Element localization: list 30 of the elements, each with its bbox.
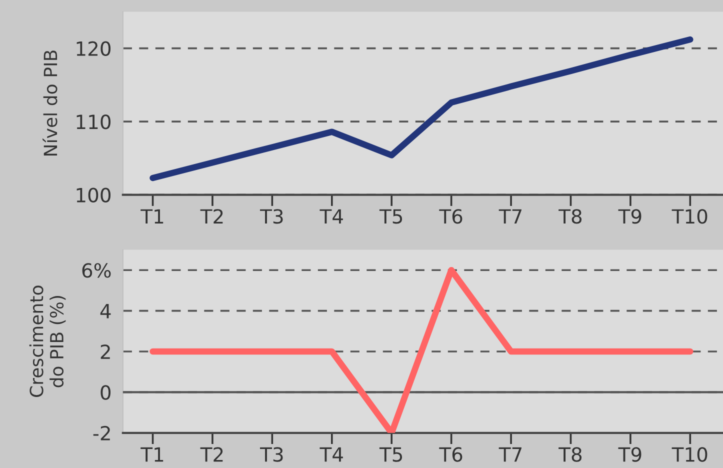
y-tick-label: 6% (82, 263, 111, 278)
y-tick-label: 2 (100, 344, 110, 359)
x-tick-label: T7 (498, 447, 522, 462)
y-axis-title: Nível do PIB (42, 50, 58, 156)
y-tick-label: 110 (76, 114, 111, 130)
x-tick-label: T5 (379, 447, 402, 462)
x-tick-label: T2 (200, 209, 223, 224)
x-tick-label: T4 (320, 209, 343, 224)
y-tick-label: 4 (100, 304, 111, 318)
x-tick-label: T3 (260, 447, 283, 462)
y-tick-label: 120 (76, 41, 111, 56)
x-tick-label: T10 (672, 447, 708, 462)
x-tick-label: T4 (320, 447, 343, 462)
x-tick-label: T8 (558, 447, 582, 462)
x-tick-label: T2 (200, 447, 223, 462)
y-tick-label: -2 (93, 426, 110, 440)
x-tick-label: T8 (558, 209, 582, 224)
x-tick-label: T9 (618, 447, 642, 462)
x-tick-label: T5 (379, 209, 402, 224)
y-tick-label: 100 (76, 188, 111, 202)
x-tick-label: T7 (498, 209, 522, 224)
x-tick-label: T6 (439, 209, 462, 224)
x-tick-label: T1 (140, 447, 164, 462)
x-tick-label: T3 (260, 209, 283, 224)
y-tick-label: 0 (100, 385, 111, 400)
y-axis-title: Crescimento do PIB (%) (29, 286, 66, 397)
x-tick-label: T10 (672, 209, 708, 224)
x-tick-label: T6 (439, 447, 462, 462)
x-tick-label: T1 (140, 209, 164, 224)
x-tick-label: T9 (618, 209, 642, 224)
